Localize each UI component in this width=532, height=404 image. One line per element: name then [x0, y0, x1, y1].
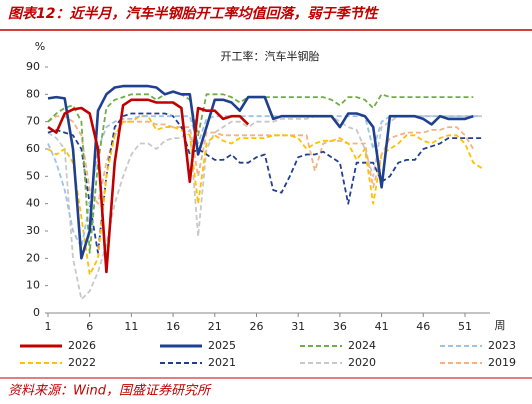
x-tick-label: 51: [458, 320, 472, 333]
y-tick-label: 70: [26, 115, 40, 128]
legend-label: 2022: [68, 356, 96, 369]
x-tick-label: 16: [166, 320, 180, 333]
x-tick-label: 26: [249, 320, 263, 333]
y-tick-label: 40: [26, 197, 40, 210]
legend-label: 2026: [68, 339, 96, 352]
chart-title: 图表12：近半月，汽车半钢胎开工率均值回落，弱于季节性: [8, 5, 379, 22]
x-tick-label: 46: [416, 320, 430, 333]
y-tick-label: 60: [26, 142, 40, 155]
legend-label: 2019: [488, 356, 516, 369]
x-tick-label: 31: [291, 320, 305, 333]
legend-label: 2020: [348, 356, 376, 369]
y-tick-label: 90: [26, 60, 40, 73]
x-tick-label: 6: [86, 320, 93, 333]
legend-label: 2024: [348, 339, 376, 352]
y-tick-label: 50: [26, 169, 40, 182]
series-line: [47, 84, 474, 260]
y-unit: %: [35, 40, 45, 53]
chart-subtitle: 开工率：汽车半钢胎: [221, 49, 320, 63]
legend-label: 2025: [208, 339, 236, 352]
series-line: [47, 98, 250, 274]
source: 资料来源：Wind，国盛证券研究所: [8, 383, 212, 399]
x-tick-label: 41: [375, 320, 389, 333]
x-tick-label: 21: [208, 320, 222, 333]
legend-label: 2021: [208, 356, 236, 369]
x-tick-label: 11: [124, 320, 138, 333]
y-tick-label: 0: [33, 306, 40, 319]
y-tick-label: 80: [26, 87, 40, 100]
x-tick-label: 36: [333, 320, 347, 333]
y-tick-label: 30: [26, 224, 40, 237]
y-tick-label: 10: [26, 279, 40, 292]
y-tick-label: 20: [26, 251, 40, 264]
x-tick-label: 1: [45, 320, 52, 333]
legend-label: 2023: [488, 339, 516, 352]
x-unit: 周: [495, 319, 506, 332]
